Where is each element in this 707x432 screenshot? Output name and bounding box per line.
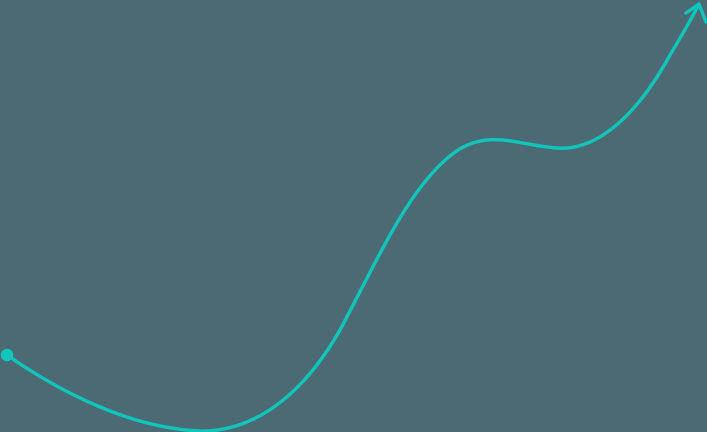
growth-curve-path <box>5 2 701 432</box>
arrowhead-icon <box>684 2 707 24</box>
start-point-dot <box>0 348 14 362</box>
